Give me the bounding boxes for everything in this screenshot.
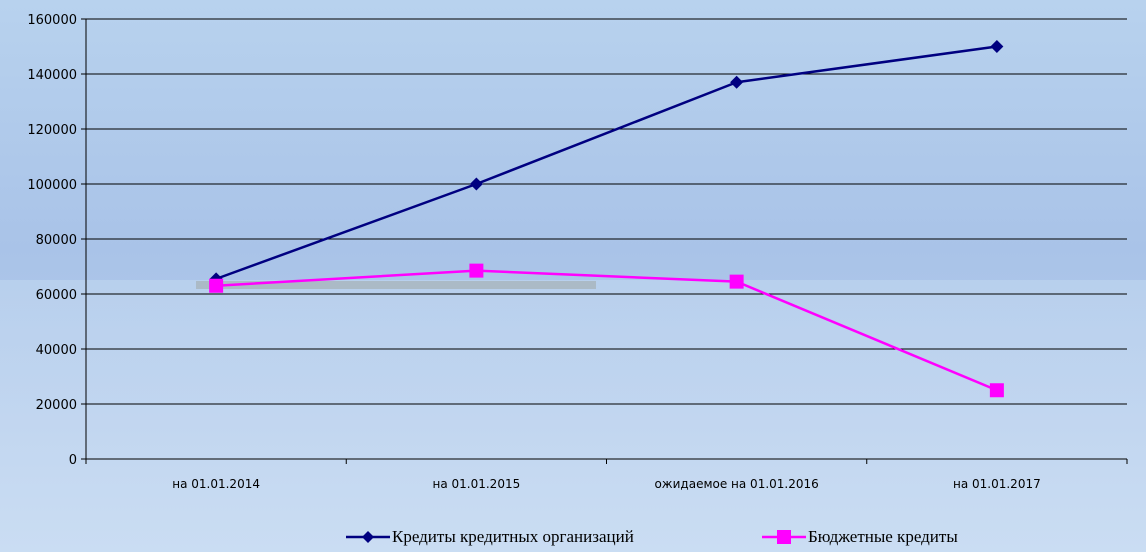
legend-item-budget: Бюджетные кредиты — [762, 526, 958, 548]
y-tick-label: 0 — [69, 453, 77, 468]
series-line — [215, 45, 998, 281]
diamond-marker — [990, 40, 1004, 53]
y-tick-label: 160000 — [27, 13, 77, 28]
y-tick-label: 20000 — [36, 398, 77, 413]
axes — [81, 18, 1128, 464]
y-tick-label: 120000 — [27, 123, 77, 138]
y-tick-label: 140000 — [27, 68, 77, 83]
y-tick-labels: 0 20000 40000 60000 80000 100000 120000 140000 1… — [27, 13, 77, 468]
square-marker — [989, 383, 1004, 398]
grid-lines — [86, 18, 1127, 405]
square-marker — [469, 263, 484, 278]
grey-strip — [196, 281, 596, 289]
square-marker — [729, 274, 744, 289]
y-tick-label: 80000 — [36, 233, 77, 248]
series-line — [216, 269, 998, 392]
y-tick-label: 40000 — [36, 343, 77, 358]
series-lines — [215, 45, 998, 392]
background-band — [0, 280, 1146, 552]
diamond-legend-icon — [346, 528, 390, 546]
x-tick-label: на 01.01.2014 — [172, 477, 260, 491]
diamond-marker — [730, 75, 744, 89]
square-marker — [209, 278, 224, 293]
y-tick-label: 60000 — [36, 288, 77, 303]
diamond-marker — [469, 177, 483, 191]
x-tick-labels: на 01.01.2014 на 01.01.2015 ожидаемое на 0… — [172, 477, 1040, 491]
legend-label: Кредиты кредитных организаций — [392, 527, 634, 546]
series-markers — [209, 40, 1004, 398]
legend-label: Бюджетные кредиты — [808, 527, 958, 546]
x-tick-label: ожидаемое на 01.01.2016 — [654, 477, 818, 491]
y-tick-label: 100000 — [27, 178, 77, 193]
square-legend-icon — [762, 528, 806, 546]
legend-item-credit-orgs: Кредиты кредитных организаций — [346, 526, 634, 548]
x-tick-label: на 01.01.2015 — [433, 477, 521, 491]
x-tick-label: на 01.01.2017 — [953, 477, 1041, 491]
plot-area: 0 20000 40000 60000 80000 100000 120000 140000 1… — [27, 13, 1128, 491]
